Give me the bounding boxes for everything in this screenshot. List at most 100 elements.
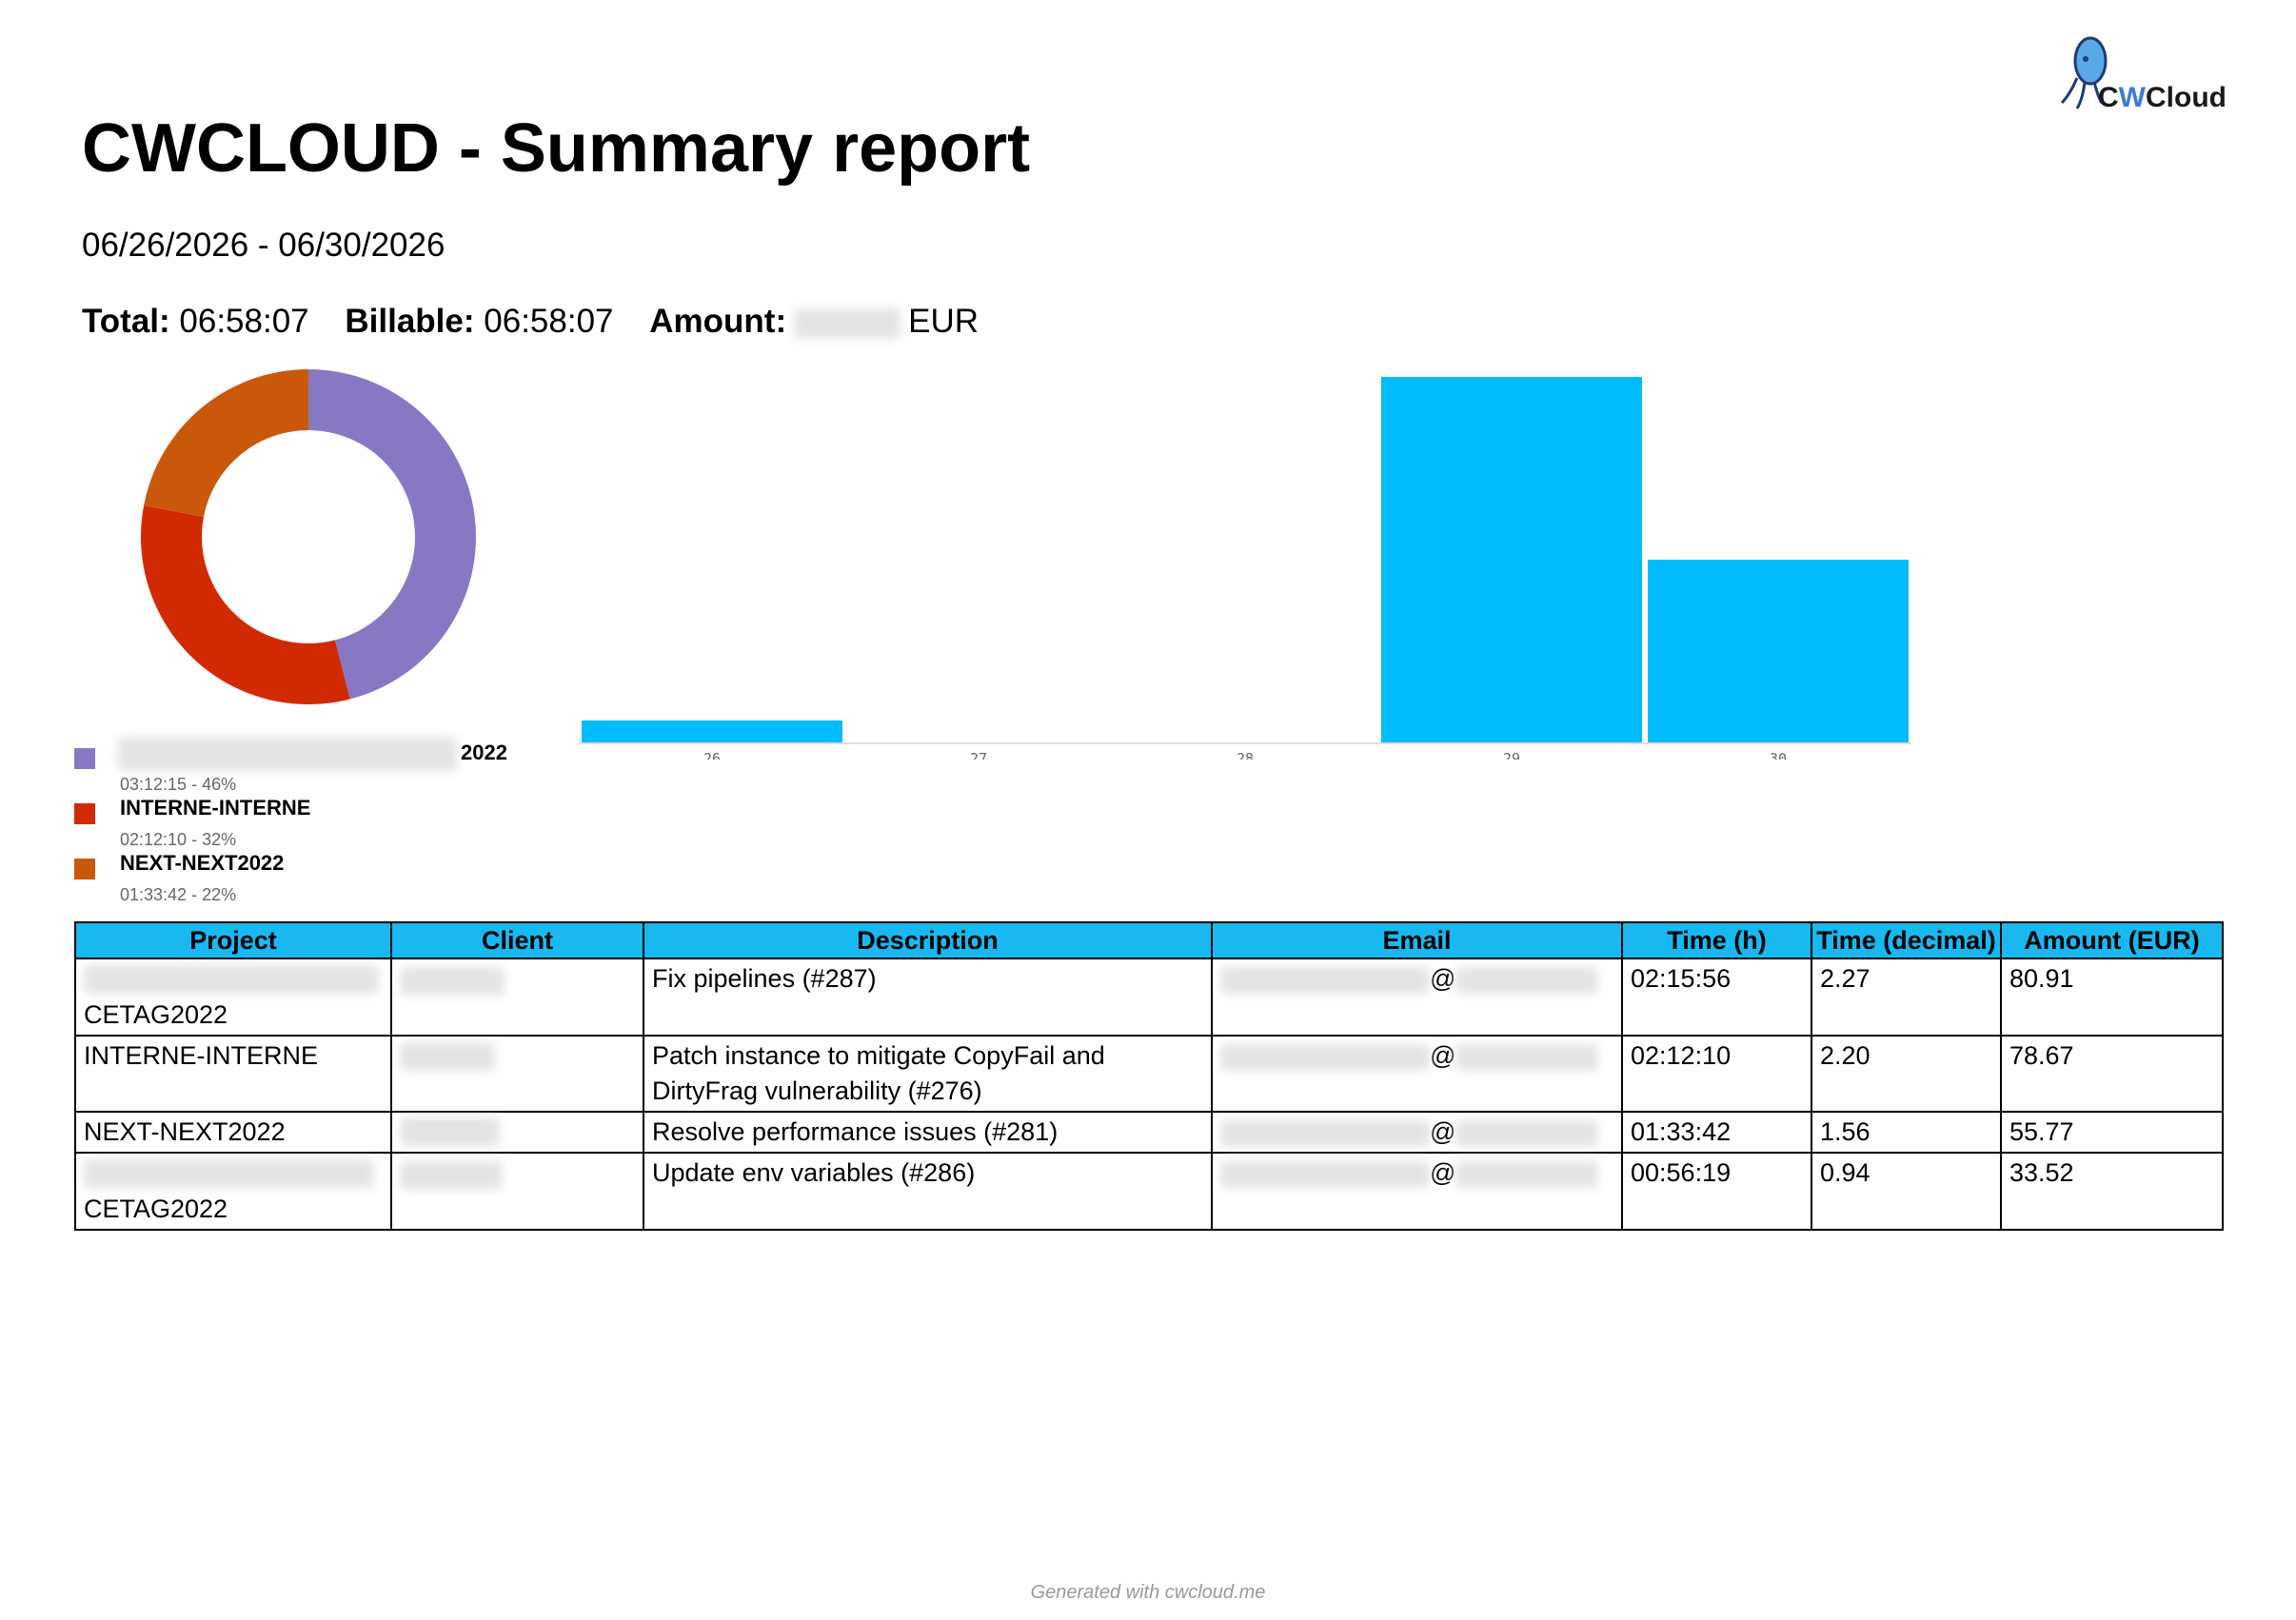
project-prefix-redacted	[84, 965, 379, 994]
client-redacted	[400, 967, 505, 996]
email-domain-redacted	[1455, 966, 1599, 994]
legend-detail: 03:12:15 - 46%	[120, 775, 237, 794]
email-at: @	[1430, 964, 1456, 993]
client-redacted	[400, 1161, 503, 1190]
donut-slice	[140, 505, 350, 704]
amount-value-redacted	[794, 307, 901, 339]
legend-name: INTERNE-INTERNE	[120, 796, 311, 820]
report-period: 06/26/2026 - 06/30/2026	[82, 227, 445, 264]
column-header: Project	[74, 921, 392, 959]
decimal-cell: 2.27	[1811, 958, 2002, 1037]
time-cell: 02:12:10	[1621, 1035, 1812, 1113]
billable-label: Billable:	[345, 303, 475, 340]
description-cell: Fix pipelines (#287)	[643, 958, 1213, 1037]
email-domain-redacted	[1455, 1043, 1599, 1071]
time-cell: 01:33:42	[1621, 1111, 1812, 1154]
amount-cell: 80.91	[2000, 958, 2224, 1037]
column-header: Email	[1211, 921, 1623, 959]
amount-label: Amount:	[649, 303, 787, 340]
project-cell: CETAG2022	[74, 1152, 392, 1231]
table-header-row: Project Client Description Email Time (h…	[74, 921, 2224, 959]
description-cell: Resolve performance issues (#281)	[643, 1111, 1213, 1154]
x-tick-label: 27	[970, 750, 987, 760]
footer-note: Generated with cwcloud.me	[1030, 1582, 1266, 1603]
logo-word-cloud: Cloud	[2146, 82, 2227, 113]
project-cell: NEXT-NEXT2022	[74, 1111, 392, 1154]
amount-cell: 33.52	[2000, 1152, 2224, 1231]
project-donut-chart	[140, 369, 477, 704]
email-cell: @	[1211, 1111, 1623, 1154]
project-cell: INTERNE-INTERNE	[74, 1035, 392, 1113]
column-header: Time (h)	[1621, 921, 1812, 959]
client-cell	[390, 1111, 644, 1154]
table-row: NEXT-NEXT2022 Resolve performance issues…	[74, 1111, 2224, 1154]
cwcloud-logo: CWCloud	[2056, 32, 2227, 118]
bar-30	[1648, 560, 1909, 742]
legend-swatch	[74, 748, 95, 769]
x-tick-label: 26	[703, 750, 721, 760]
table-row: INTERNE-INTERNE Patch instance to mitiga…	[74, 1035, 2224, 1113]
legend-swatch	[74, 859, 95, 879]
column-header: Amount (EUR)	[2000, 921, 2224, 959]
billable-value: 06:58:07	[484, 303, 614, 340]
donut-slice	[308, 369, 477, 700]
email-at: @	[1430, 1117, 1456, 1146]
bar-29	[1381, 377, 1642, 742]
client-redacted	[400, 1042, 495, 1071]
legend-item: INTERNE-INTERNE 02:12:10 - 32%	[74, 792, 569, 849]
amount-currency: EUR	[908, 303, 980, 340]
time-cell: 00:56:19	[1621, 1152, 1812, 1231]
totals-line: Total: 06:58:07 Billable: 06:58:07 Amoun…	[82, 301, 979, 343]
amount-cell: 78.67	[2000, 1035, 2224, 1113]
email-at: @	[1430, 1158, 1456, 1187]
client-cell	[390, 1035, 644, 1113]
email-domain-redacted	[1455, 1160, 1599, 1188]
client-redacted	[400, 1117, 500, 1146]
description-cell: Update env variables (#286)	[643, 1152, 1213, 1231]
legend-name-suffix: 2022	[461, 741, 507, 764]
legend-swatch	[74, 803, 95, 824]
legend-detail: 02:12:10 - 32%	[120, 830, 237, 849]
legend-item: 03:12:15 - 46% 2022	[74, 737, 569, 794]
legend-name: NEXT-NEXT2022	[120, 851, 285, 875]
logo-letter-w: W	[2118, 82, 2146, 113]
decimal-cell: 0.94	[1811, 1152, 2002, 1231]
donut-slice	[144, 369, 308, 518]
project-cell: CETAG2022	[74, 958, 392, 1037]
logo-letter-c: C	[2098, 82, 2119, 113]
daily-bar-chart: 26 27 28 29 30	[579, 377, 1911, 760]
email-domain-redacted	[1455, 1119, 1599, 1147]
email-cell: @	[1211, 958, 1623, 1037]
legend-name-redacted	[118, 737, 457, 771]
email-cell: @	[1211, 1035, 1623, 1113]
time-cell: 02:15:56	[1621, 958, 1812, 1037]
table-row: CETAG2022 Fix pipelines (#287) @ 02:15:5…	[74, 958, 2224, 1037]
client-cell	[390, 958, 644, 1037]
total-value: 06:58:07	[179, 303, 309, 340]
table-row: CETAG2022 Update env variables (#286) @ …	[74, 1152, 2224, 1231]
email-user-redacted	[1220, 966, 1430, 994]
project-name: CETAG2022	[84, 1195, 228, 1223]
column-header: Description	[643, 921, 1213, 959]
email-user-redacted	[1220, 1160, 1430, 1188]
x-tick-label: 30	[1770, 750, 1787, 760]
total-label: Total:	[82, 303, 170, 340]
x-tick-label: 29	[1503, 750, 1520, 760]
description-cell: Patch instance to mitigate CopyFail and …	[643, 1035, 1213, 1113]
logo-text: CWCloud	[2098, 82, 2227, 114]
page-title: CWCLOUD - Summary report	[82, 110, 1031, 187]
project-name: CETAG2022	[84, 1000, 228, 1029]
legend-item: NEXT-NEXT2022 01:33:42 - 22%	[74, 847, 569, 904]
email-cell: @	[1211, 1152, 1623, 1231]
column-header: Client	[390, 921, 644, 959]
bar-26	[582, 720, 842, 742]
project-prefix-redacted	[84, 1159, 374, 1188]
column-header: Time (decimal)	[1811, 921, 2002, 959]
squid-icon	[2060, 36, 2108, 109]
legend-detail: 01:33:42 - 22%	[120, 885, 237, 904]
email-user-redacted	[1220, 1119, 1430, 1147]
x-tick-label: 28	[1237, 750, 1254, 760]
email-user-redacted	[1220, 1043, 1430, 1071]
client-cell	[390, 1152, 644, 1231]
decimal-cell: 2.20	[1811, 1035, 2002, 1113]
